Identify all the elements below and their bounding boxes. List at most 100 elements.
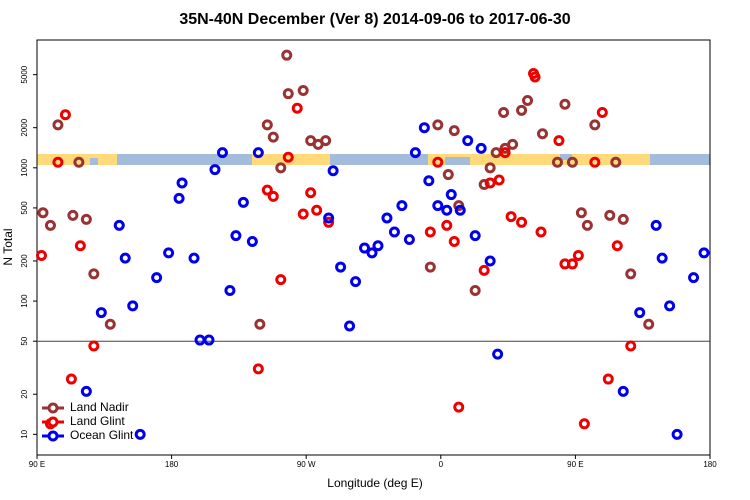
point: [625, 340, 637, 352]
point: [445, 189, 457, 201]
y-tick-label: 200: [20, 254, 29, 268]
point: [499, 147, 511, 159]
point: [297, 208, 309, 220]
point: [454, 204, 466, 216]
point: [381, 212, 393, 224]
point: [441, 219, 453, 231]
x-tick-label: 90 E: [29, 460, 45, 469]
point: [297, 85, 309, 97]
y-tick-label: 2000: [20, 118, 29, 136]
point: [423, 175, 435, 187]
point: [372, 240, 384, 252]
point: [282, 88, 294, 100]
x-tick-label: 90 E: [567, 460, 583, 469]
point: [224, 285, 236, 297]
point: [281, 49, 293, 61]
point: [74, 240, 86, 252]
point: [516, 216, 528, 228]
point: [625, 268, 637, 280]
y-tick-label: 5000: [20, 65, 29, 83]
point: [522, 94, 534, 106]
legend-marker: [47, 402, 59, 414]
point: [327, 165, 339, 177]
point: [52, 119, 64, 131]
legend-marker: [47, 430, 59, 442]
point: [188, 252, 200, 264]
point: [448, 235, 460, 247]
y-tick-label: 100: [20, 294, 29, 308]
point: [275, 162, 287, 174]
point: [323, 216, 335, 228]
point: [209, 164, 221, 176]
point: [490, 147, 502, 159]
legend-label: Ocean Glint: [70, 428, 134, 442]
point: [572, 249, 584, 261]
point: [553, 135, 565, 147]
legend-label: Land Nadir: [70, 400, 129, 414]
point: [604, 209, 616, 221]
point: [566, 258, 578, 270]
point: [441, 204, 453, 216]
point: [617, 213, 629, 225]
point: [67, 209, 79, 221]
point: [505, 211, 517, 223]
point: [536, 128, 548, 140]
point: [230, 230, 242, 242]
point: [484, 255, 496, 267]
point: [581, 219, 593, 231]
point: [113, 219, 125, 231]
y-tick-label: 50: [20, 336, 29, 345]
point: [95, 307, 107, 319]
point: [261, 184, 273, 196]
point: [493, 174, 505, 186]
point: [478, 264, 490, 276]
x-tick-label: 0: [439, 460, 444, 469]
point: [254, 318, 266, 330]
point: [80, 213, 92, 225]
y-tick-label: 20: [20, 389, 29, 398]
point: [119, 252, 131, 264]
point: [173, 192, 185, 204]
point: [478, 178, 490, 190]
point: [469, 230, 481, 242]
point: [516, 104, 528, 116]
point: [396, 200, 408, 212]
point: [492, 348, 504, 360]
legend-label: Land Glint: [70, 414, 125, 428]
point: [462, 135, 474, 147]
point: [484, 177, 496, 189]
point: [475, 142, 487, 154]
point: [151, 272, 163, 284]
x-tick-label: 180: [703, 460, 717, 469]
point: [216, 147, 228, 159]
land-mask-strip: [37, 154, 710, 165]
point: [566, 156, 578, 168]
plot-frame: [36, 39, 711, 456]
point: [453, 401, 465, 413]
point: [176, 177, 188, 189]
point: [203, 334, 215, 346]
point: [59, 109, 71, 121]
point: [432, 200, 444, 212]
point: [88, 268, 100, 280]
point: [432, 119, 444, 131]
point: [252, 147, 264, 159]
point: [403, 233, 415, 245]
point: [578, 418, 590, 430]
point: [291, 102, 303, 114]
point: [267, 190, 279, 202]
point: [267, 131, 279, 143]
point: [664, 300, 676, 312]
point: [589, 119, 601, 131]
point: [275, 274, 287, 286]
point: [388, 226, 400, 238]
point: [350, 276, 362, 288]
point: [529, 71, 541, 83]
point: [261, 119, 273, 131]
point: [424, 226, 436, 238]
point: [73, 156, 85, 168]
point: [610, 156, 622, 168]
point: [611, 240, 623, 252]
point: [656, 252, 668, 264]
